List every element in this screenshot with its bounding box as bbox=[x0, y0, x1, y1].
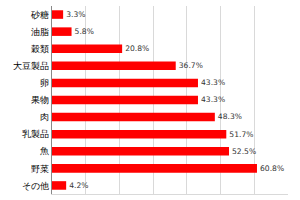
svg-text:4.2%: 4.2% bbox=[69, 181, 88, 190]
svg-text:乳製品: 乳製品 bbox=[22, 129, 49, 139]
svg-text:砂糖: 砂糖 bbox=[30, 10, 49, 20]
svg-text:魚: 魚 bbox=[40, 146, 49, 156]
svg-text:52.5%: 52.5% bbox=[232, 147, 256, 156]
svg-text:肉: 肉 bbox=[40, 112, 49, 122]
svg-text:5.8%: 5.8% bbox=[75, 27, 94, 36]
svg-text:3.3%: 3.3% bbox=[66, 10, 85, 19]
svg-text:48.3%: 48.3% bbox=[218, 112, 242, 121]
svg-text:果物: 果物 bbox=[31, 95, 49, 105]
svg-text:43.3%: 43.3% bbox=[201, 78, 225, 87]
svg-text:43.3%: 43.3% bbox=[201, 95, 225, 104]
svg-text:野菜: 野菜 bbox=[31, 164, 49, 174]
svg-text:その他: その他 bbox=[22, 181, 49, 191]
svg-text:油脂: 油脂 bbox=[31, 27, 49, 37]
svg-text:36.7%: 36.7% bbox=[179, 61, 203, 70]
svg-text:大豆製品: 大豆製品 bbox=[13, 61, 49, 71]
svg-text:卵: 卵 bbox=[40, 78, 49, 88]
svg-text:20.8%: 20.8% bbox=[125, 44, 149, 53]
svg-text:穀類: 穀類 bbox=[31, 44, 49, 54]
svg-text:60.8%: 60.8% bbox=[260, 164, 284, 173]
svg-text:51.7%: 51.7% bbox=[229, 130, 253, 139]
